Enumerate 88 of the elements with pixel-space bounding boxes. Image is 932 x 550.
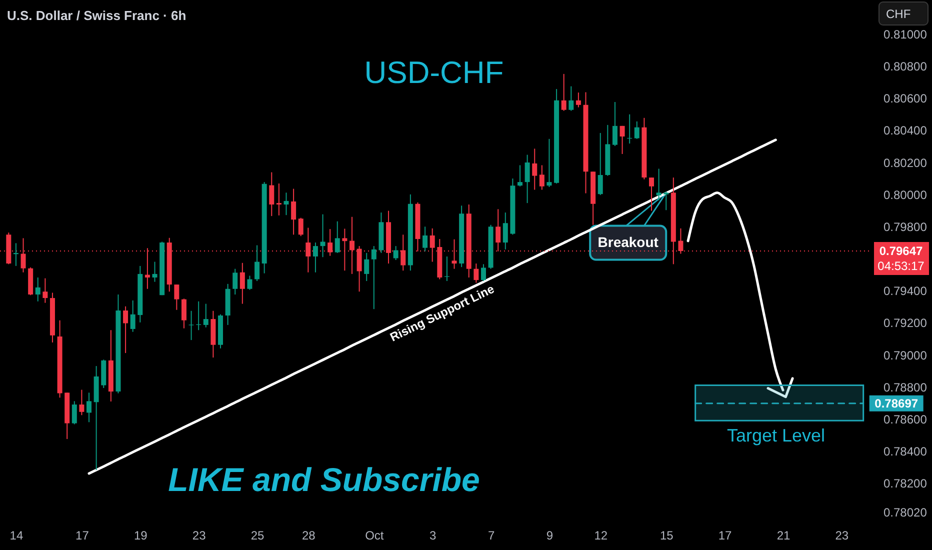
x-tick-label: Oct bbox=[365, 528, 384, 542]
candlestick bbox=[620, 125, 625, 154]
candlestick bbox=[232, 268, 238, 295]
chart-subtitle: U.S. Dollar / Swiss Franc · 6h bbox=[7, 8, 186, 23]
candlestick bbox=[240, 262, 245, 304]
x-tick-label: 23 bbox=[835, 528, 849, 542]
y-tick-label: 0.78020 bbox=[884, 506, 928, 520]
x-tick-label: 25 bbox=[250, 528, 265, 542]
candlestick bbox=[430, 228, 435, 262]
candlestick bbox=[444, 256, 450, 282]
candlestick bbox=[247, 275, 252, 290]
x-tick-label: 15 bbox=[660, 528, 674, 542]
candlestick bbox=[13, 242, 18, 266]
x-tick-label: 3 bbox=[430, 528, 437, 542]
candlestick bbox=[86, 392, 92, 423]
y-tick-label: 0.80000 bbox=[884, 188, 928, 202]
candlestick bbox=[634, 120, 640, 140]
candlestick bbox=[203, 303, 208, 328]
candlestick bbox=[254, 244, 260, 282]
y-tick-label: 0.78800 bbox=[884, 380, 928, 394]
candlestick bbox=[422, 226, 428, 252]
annotation: Target Level bbox=[726, 426, 826, 446]
text: USD-CHF bbox=[364, 55, 504, 90]
candlestick bbox=[312, 242, 318, 273]
candlestick bbox=[342, 228, 348, 272]
y-tick-label: 0.79000 bbox=[884, 348, 928, 362]
candlestick bbox=[334, 220, 340, 254]
candlestick bbox=[518, 164, 523, 187]
y-tick-label: 0.78400 bbox=[884, 444, 928, 459]
candlestick bbox=[502, 212, 508, 250]
candlestick bbox=[72, 400, 77, 425]
candlestick bbox=[35, 276, 40, 302]
candlestick bbox=[664, 191, 669, 211]
candlestick bbox=[561, 73, 566, 112]
candlestick bbox=[524, 154, 530, 204]
candlestick bbox=[174, 284, 180, 310]
x-tick-label: 7 bbox=[488, 528, 495, 542]
y-tick-label: 0.79400 bbox=[884, 284, 928, 298]
y-tick-label: 0.79200 bbox=[884, 316, 928, 330]
x-tick-label: 17 bbox=[76, 528, 90, 542]
y-tick-label: 0.80600 bbox=[884, 92, 928, 106]
y-tick-label: 0.78600 bbox=[884, 412, 928, 426]
candlestick bbox=[320, 214, 326, 258]
y-tick-label: 0.80800 bbox=[884, 60, 928, 74]
candlestick bbox=[546, 138, 552, 188]
candlestick bbox=[364, 252, 370, 282]
x-tick-label: 23 bbox=[192, 528, 206, 542]
y-tick-label: 0.80400 bbox=[884, 124, 928, 138]
candlestick bbox=[284, 192, 289, 216]
candlestick bbox=[532, 148, 538, 190]
y-tick-label: 0.80200 bbox=[884, 156, 928, 170]
ref-line-label: 0.79647 04:53:17 bbox=[878, 244, 925, 274]
candlestick bbox=[130, 300, 136, 332]
candlestick bbox=[480, 264, 486, 282]
candlestick bbox=[612, 102, 618, 146]
candlestick bbox=[298, 217, 304, 237]
candlestick bbox=[269, 172, 274, 217]
candlestick bbox=[181, 298, 186, 329]
annotation: Breakout bbox=[598, 234, 659, 250]
candlestick bbox=[276, 182, 282, 216]
data-label: 0.78697 bbox=[874, 396, 918, 410]
y-tick-label: 0.79800 bbox=[884, 220, 928, 234]
candlestick bbox=[79, 389, 84, 416]
candlestick bbox=[152, 261, 158, 282]
x-tick-label: 12 bbox=[594, 528, 608, 542]
y-tick-label: 0.81000 bbox=[884, 28, 928, 42]
y-tick-label: 0.78200 bbox=[884, 476, 928, 491]
candlestick bbox=[474, 263, 479, 284]
x-tick-label: 28 bbox=[302, 528, 316, 542]
candlestick bbox=[649, 177, 654, 212]
candlestick bbox=[291, 188, 296, 236]
x-tick-label: 9 bbox=[546, 528, 554, 542]
x-tick-label: 14 bbox=[10, 528, 24, 542]
x-tick-label: 17 bbox=[718, 528, 732, 542]
candlestick bbox=[393, 246, 398, 261]
candlestick bbox=[188, 310, 194, 341]
annotation: LIKE and Subscribe bbox=[168, 461, 480, 498]
candlestick bbox=[568, 86, 574, 112]
candlestick bbox=[123, 306, 128, 354]
candlestick bbox=[576, 92, 581, 108]
candlestick bbox=[371, 246, 376, 310]
candlestick bbox=[539, 164, 544, 190]
x-tick-label: 21 bbox=[776, 528, 790, 542]
candlestick bbox=[42, 278, 48, 304]
candlestick bbox=[598, 132, 603, 196]
x-tick-label: 19 bbox=[134, 528, 148, 542]
candlestick bbox=[656, 168, 662, 201]
y-axis-title: CHF bbox=[886, 7, 911, 21]
